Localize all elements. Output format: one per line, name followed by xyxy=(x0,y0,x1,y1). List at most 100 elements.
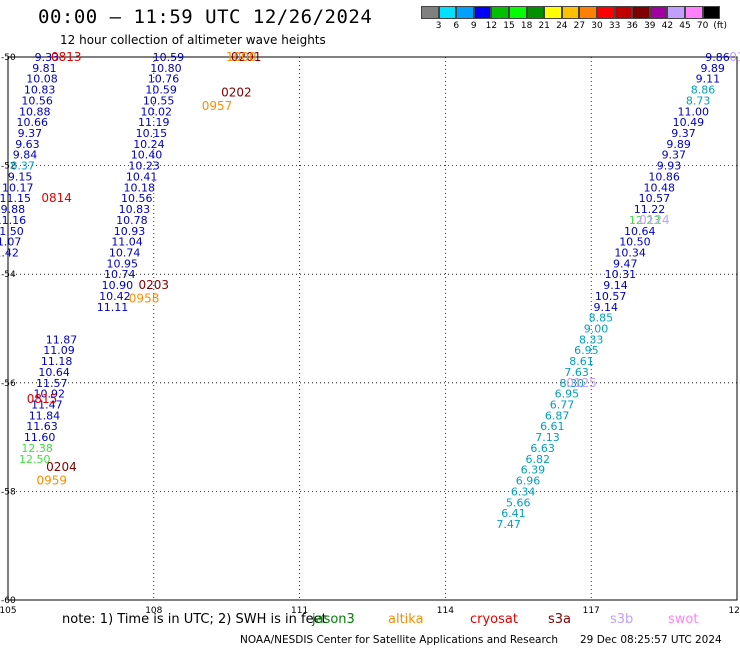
wave-height-value: 10.49 xyxy=(673,116,705,129)
wave-height-value: 9.11 xyxy=(696,73,721,86)
wave-height-value: 10.41 xyxy=(126,170,158,183)
wave-height-value: 10.86 xyxy=(648,170,680,183)
wave-height-value: 9.47 xyxy=(613,257,638,270)
legend-swatch xyxy=(579,6,597,19)
wave-height-value: 9.89 xyxy=(700,62,725,75)
wave-height-value: 7.47 xyxy=(496,518,521,531)
wave-height-value: 9.63 xyxy=(15,138,40,151)
wave-height-value: 10.74 xyxy=(109,246,141,259)
lat-tick-label: -50 xyxy=(1,53,16,63)
wave-height-value: 8.33 xyxy=(579,333,604,346)
wave-height-value: 6.39 xyxy=(521,464,546,477)
wave-height-value: 10.02 xyxy=(140,105,172,118)
wave-height-value: 10.42 xyxy=(99,290,131,303)
lon-tick-label: 105 xyxy=(0,606,17,616)
wave-height-value: 11.04 xyxy=(111,236,143,249)
wave-height-value: 10.64 xyxy=(624,225,656,238)
wave-height-value: 10.95 xyxy=(106,257,138,270)
legend-swatches xyxy=(421,6,721,19)
wave-height-value: 8.85 xyxy=(589,312,614,325)
legend-label: 36 xyxy=(626,21,638,31)
wave-height-value: 10.40 xyxy=(131,149,163,162)
pass-time-label: 0815 xyxy=(27,392,58,406)
wave-height-value: 10.93 xyxy=(114,225,146,238)
wave-height-value: 10.83 xyxy=(24,84,56,97)
legend-label: 27 xyxy=(573,21,586,31)
wave-height-value: 10.66 xyxy=(17,116,49,129)
wave-height-value: 9.37 xyxy=(18,127,43,140)
color-legend: 3 6 9 12 15 18 21 24 27 30 33 36 39 42 45 70 (ft) xyxy=(421,6,727,33)
legend-labels: 3 6 9 12 15 18 21 24 27 30 33 36 39 42 45 70 (ft) xyxy=(421,19,727,33)
wave-height-value: 10.08 xyxy=(26,73,58,86)
legend-swatch xyxy=(667,6,685,19)
wave-height-value: 11.87 xyxy=(46,333,78,346)
legend-label: 33 xyxy=(608,21,621,31)
wave-height-value: 8.86 xyxy=(691,84,716,97)
lat-tick-label: -58 xyxy=(1,487,16,497)
wave-height-value: 9.93 xyxy=(657,160,682,173)
wave-height-value: 11.84 xyxy=(29,409,61,422)
legend-swatch xyxy=(614,6,633,19)
wave-height-value: 10.59 xyxy=(153,51,185,64)
wave-height-value: 9.88 xyxy=(1,203,26,216)
wave-height-value: 9.33 xyxy=(35,51,60,64)
legend-label: 39 xyxy=(644,21,656,31)
pass-time-label: 0957 xyxy=(202,99,233,113)
wave-height-value: 12.38 xyxy=(21,442,53,455)
wave-height-value: 9.84 xyxy=(13,149,38,162)
wave-height-value: 11.18 xyxy=(41,355,73,368)
footer-note: note: 1) Time is in UTC; 2) SWH is in fe… xyxy=(62,612,327,627)
wave-height-value: 11.57 xyxy=(36,377,68,390)
wave-height-value: 10.18 xyxy=(123,181,155,194)
legend-swatch xyxy=(649,6,668,19)
wave-height-value: 9.15 xyxy=(8,170,33,183)
pass-time-label: 0203 xyxy=(139,278,170,292)
wave-height-value: 10.50 xyxy=(619,236,651,249)
wave-height-value: 8.73 xyxy=(686,94,711,107)
legend-label: 3 xyxy=(435,21,442,31)
wave-height-value: 10.31 xyxy=(605,268,637,281)
wave-height-value: 9.00 xyxy=(584,323,609,336)
wave-height-value: 9.14 xyxy=(594,301,619,314)
wave-height-value: 6.96 xyxy=(516,475,541,488)
wave-height-value: 10.15 xyxy=(136,127,168,140)
legend-swatch xyxy=(491,6,509,19)
legend-swatch xyxy=(596,6,615,19)
wave-height-value: 10.83 xyxy=(119,203,151,216)
pass-time-label: 0958 xyxy=(129,292,160,306)
wave-height-value: 10.56 xyxy=(21,94,53,107)
wave-height-value: 6.87 xyxy=(545,409,570,422)
wave-height-value: 11.63 xyxy=(26,420,58,433)
satellite-swot: swot xyxy=(668,612,699,627)
wave-height-value: 10.74 xyxy=(104,268,136,281)
legend-swatch xyxy=(421,6,439,19)
wave-height-value: 6.82 xyxy=(525,453,550,466)
legend-label: (ft) xyxy=(713,21,727,31)
wave-height-value: 8.61 xyxy=(569,355,594,368)
pass-time-label: 0201 xyxy=(231,50,262,64)
legend-label: 12 xyxy=(485,21,498,31)
pass-time-label: 0204 xyxy=(46,460,77,474)
lon-tick-label: 117 xyxy=(583,606,600,616)
pass-time-label: 0125 xyxy=(566,376,597,390)
legend-swatch xyxy=(544,6,562,19)
wave-height-value: 10.17 xyxy=(2,181,34,194)
wave-height-value: 11.47 xyxy=(31,399,63,412)
wave-height-value: 6.77 xyxy=(550,399,575,412)
wave-height-value: 11.60 xyxy=(24,431,56,444)
pass-time-label: 0202 xyxy=(221,85,252,99)
wave-height-value: 10.24 xyxy=(133,138,165,151)
wave-height-value: 12.23 xyxy=(629,214,661,227)
wave-height-value: 7.63 xyxy=(564,366,589,379)
legend-swatch xyxy=(438,6,457,19)
wave-height-value: 10.34 xyxy=(614,246,646,259)
lat-tick-label: -54 xyxy=(1,270,16,280)
legend-label: 24 xyxy=(556,21,568,31)
wave-height-value: 6.63 xyxy=(530,442,555,455)
satellite-jason3: jason3 xyxy=(312,612,355,627)
legend-swatch xyxy=(526,6,545,19)
wave-height-value: 6.95 xyxy=(574,344,599,357)
generated-timestamp: 29 Dec 08:25:57 UTC 2024 xyxy=(580,634,722,646)
satellite-s3a: s3a xyxy=(548,612,572,627)
